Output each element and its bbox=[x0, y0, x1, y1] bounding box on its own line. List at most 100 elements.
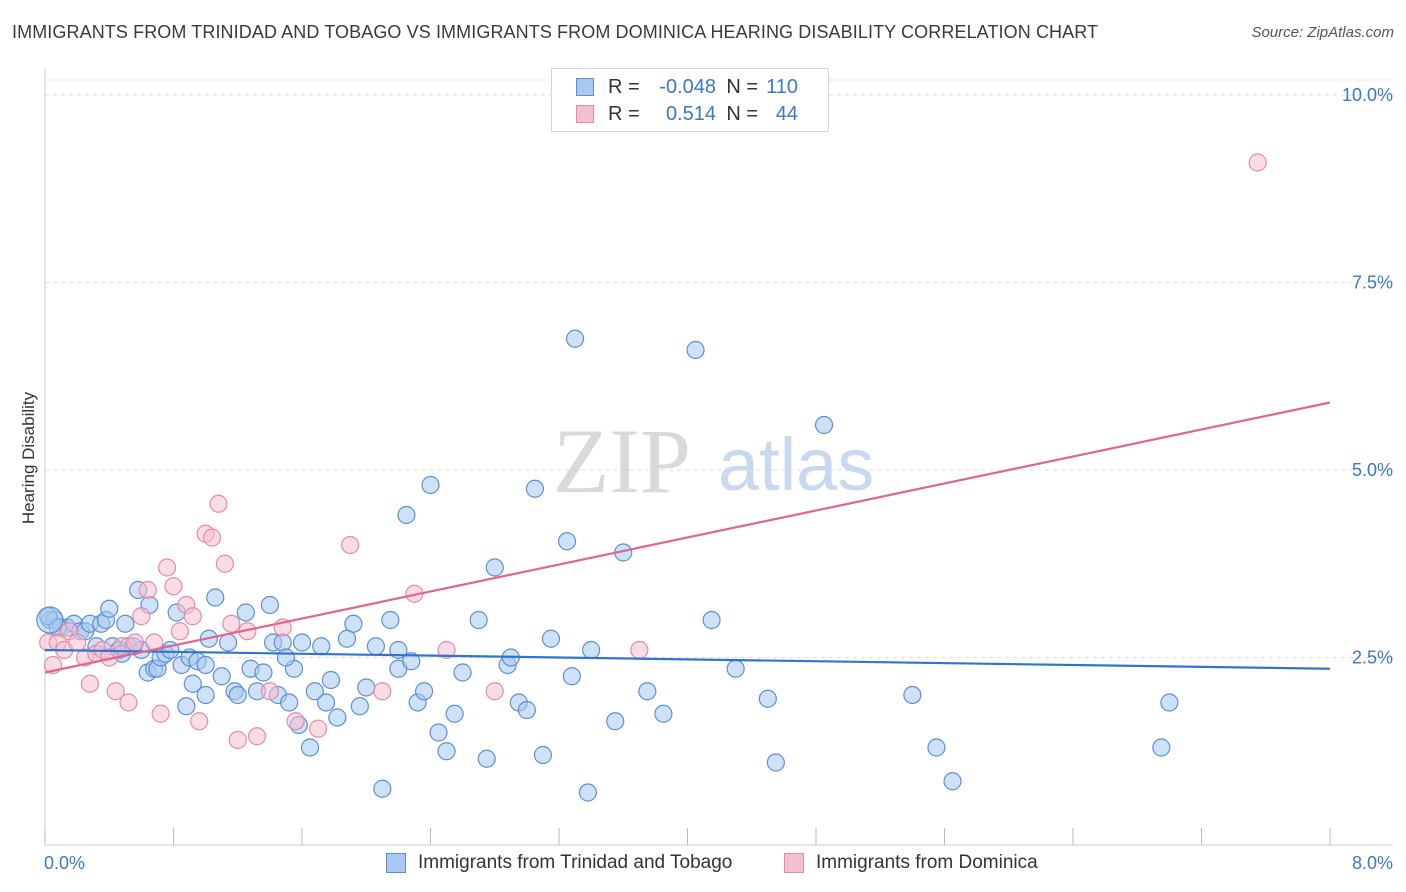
data-point-dominica bbox=[183, 607, 202, 626]
x-tick-label: 0.0% bbox=[44, 853, 85, 873]
legend-swatch-pink bbox=[784, 853, 804, 873]
chart-source: Source: ZipAtlas.com bbox=[1251, 24, 1394, 41]
data-point-trinidad-tobago bbox=[437, 742, 456, 761]
data-point-trinidad-tobago bbox=[236, 603, 255, 622]
data-point-trinidad-tobago bbox=[525, 479, 545, 498]
correlation-legend: R = -0.048 N = 110 R = 0.514 N = 44 bbox=[551, 68, 829, 132]
series-dominica bbox=[39, 153, 1267, 750]
legend-item-dominica[interactable]: Immigrants from Dominica bbox=[784, 852, 1038, 874]
data-point-trinidad-tobago bbox=[578, 783, 598, 802]
legend-item-trinidad-tobago[interactable]: Immigrants from Trinidad and Tobago bbox=[386, 852, 732, 874]
grid-lines bbox=[45, 79, 1393, 658]
y-tick-label: 7.5% bbox=[1352, 273, 1393, 293]
data-point-trinidad-tobago bbox=[541, 629, 561, 648]
data-point-trinidad-tobago bbox=[686, 340, 705, 360]
y-tick-label: 10.0% bbox=[1342, 85, 1393, 105]
data-point-dominica bbox=[341, 535, 360, 555]
data-point-trinidad-tobago bbox=[654, 704, 673, 723]
data-point-dominica bbox=[215, 554, 234, 573]
data-point-trinidad-tobago bbox=[414, 682, 434, 701]
y-axis-title: Hearing Disability bbox=[19, 391, 38, 524]
data-point-trinidad-tobago bbox=[477, 749, 496, 768]
data-point-trinidad-tobago bbox=[1160, 693, 1179, 712]
legend-label: Immigrants from Dominica bbox=[816, 852, 1038, 873]
data-point-trinidad-tobago bbox=[116, 614, 135, 633]
data-point-dominica bbox=[68, 633, 87, 652]
data-point-trinidad-tobago bbox=[758, 689, 777, 708]
data-point-trinidad-tobago bbox=[305, 682, 324, 701]
r-value: -0.048 bbox=[659, 75, 716, 98]
data-point-dominica bbox=[190, 712, 209, 731]
data-point-trinidad-tobago bbox=[357, 678, 376, 697]
data-point-trinidad-tobago bbox=[196, 685, 215, 705]
data-point-dominica bbox=[80, 674, 100, 693]
tick-labels: 2.5% 5.0% 7.5% 10.0% 0.0% 8.0% bbox=[44, 85, 1393, 873]
data-point-trinidad-tobago bbox=[517, 700, 536, 720]
data-point-dominica bbox=[373, 682, 392, 701]
data-point-trinidad-tobago bbox=[177, 697, 196, 716]
data-point-dominica bbox=[119, 693, 138, 712]
data-point-trinidad-tobago bbox=[638, 682, 657, 701]
data-point-dominica bbox=[125, 633, 145, 652]
data-point-trinidad-tobago bbox=[100, 599, 119, 618]
data-point-trinidad-tobago bbox=[373, 779, 392, 798]
data-point-trinidad-tobago bbox=[36, 606, 64, 634]
legend-swatch-blue bbox=[576, 78, 594, 96]
data-point-dominica bbox=[202, 528, 222, 547]
n-label: N = bbox=[726, 75, 758, 98]
data-point-trinidad-tobago bbox=[562, 667, 581, 686]
data-point-trinidad-tobago bbox=[726, 659, 745, 678]
data-point-trinidad-tobago bbox=[316, 693, 336, 712]
n-value: 110 bbox=[766, 75, 798, 98]
data-point-trinidad-tobago bbox=[337, 629, 357, 648]
data-point-trinidad-tobago bbox=[557, 532, 577, 551]
data-point-trinidad-tobago bbox=[766, 753, 785, 772]
data-point-dominica bbox=[247, 727, 267, 746]
data-point-trinidad-tobago bbox=[702, 610, 721, 630]
watermark: ZIP atlas bbox=[553, 410, 874, 512]
chart-title: IMMIGRANTS FROM TRINIDAD AND TOBAGO VS I… bbox=[12, 22, 1099, 42]
watermark-zip: ZIP bbox=[553, 410, 691, 512]
x-tick-label: 8.0% bbox=[1352, 853, 1393, 873]
data-point-dominica bbox=[1248, 153, 1267, 172]
legend-label: Immigrants from Trinidad and Tobago bbox=[418, 852, 733, 873]
data-point-dominica bbox=[630, 640, 649, 660]
data-point-trinidad-tobago bbox=[280, 693, 299, 712]
data-point-trinidad-tobago bbox=[212, 667, 231, 686]
series-trinidad-tobago bbox=[36, 329, 1179, 802]
n-label: N = bbox=[726, 102, 758, 125]
data-point-dominica bbox=[106, 682, 125, 701]
data-point-trinidad-tobago bbox=[565, 329, 585, 348]
legend-row-trinidad-tobago: R = -0.048 N = 110 bbox=[552, 74, 798, 100]
data-point-trinidad-tobago bbox=[1152, 738, 1171, 757]
data-point-dominica bbox=[164, 577, 183, 596]
data-point-trinidad-tobago bbox=[228, 685, 247, 705]
data-point-dominica bbox=[485, 682, 504, 701]
r-label: R = bbox=[608, 75, 640, 98]
data-point-trinidad-tobago bbox=[485, 558, 504, 577]
data-point-trinidad-tobago bbox=[445, 704, 464, 723]
data-point-trinidad-tobago bbox=[814, 415, 834, 435]
data-point-trinidad-tobago bbox=[183, 674, 202, 693]
data-point-trinidad-tobago bbox=[582, 640, 601, 660]
data-point-dominica bbox=[286, 712, 305, 731]
data-point-trinidad-tobago bbox=[397, 505, 416, 525]
data-point-trinidad-tobago bbox=[292, 633, 312, 652]
watermark-atlas: atlas bbox=[718, 423, 874, 506]
data-point-dominica bbox=[151, 704, 170, 723]
data-point-trinidad-tobago bbox=[328, 708, 347, 727]
r-label: R = bbox=[608, 102, 640, 125]
data-point-trinidad-tobago bbox=[381, 610, 400, 630]
data-point-dominica bbox=[437, 640, 456, 660]
data-point-dominica bbox=[209, 494, 228, 513]
data-point-trinidad-tobago bbox=[344, 614, 363, 633]
data-point-trinidad-tobago bbox=[533, 745, 553, 765]
data-point-trinidad-tobago bbox=[260, 595, 279, 615]
data-point-trinidad-tobago bbox=[402, 652, 421, 671]
legend-swatch-blue bbox=[386, 853, 406, 873]
data-point-trinidad-tobago bbox=[206, 588, 225, 607]
data-point-trinidad-tobago bbox=[429, 723, 448, 742]
data-point-dominica bbox=[170, 622, 190, 641]
n-value: 44 bbox=[775, 102, 798, 125]
series-legend: Immigrants from Trinidad and Tobago Immi… bbox=[0, 852, 1406, 878]
